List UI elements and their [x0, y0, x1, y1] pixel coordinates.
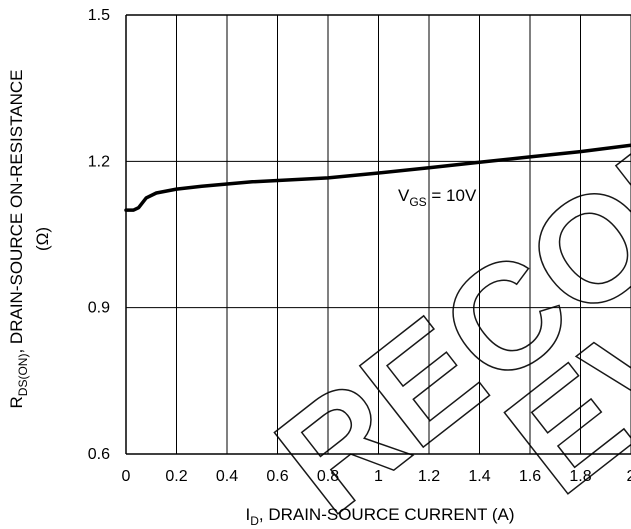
- y-axis-label: RDS(ON), DRAIN-SOURCE ON-RESISTANCE: [7, 70, 30, 409]
- x-tick-label: 1: [374, 468, 383, 485]
- y-tick-label: 1.5: [88, 7, 110, 24]
- vgs-annotation: VGS = 10V: [398, 186, 477, 209]
- y-axis-unit-label: (Ω): [33, 227, 52, 251]
- x-tick-label: 0.8: [317, 468, 339, 485]
- x-axis-label: ID, DRAIN-SOURCE CURRENT (A): [245, 505, 514, 528]
- plot-frame: [125, 14, 631, 455]
- x-tick-labels: 0 0.2 0.4 0.6 0.8 1 1.2 1.4 1.6 1.8 2: [122, 468, 631, 485]
- x-tick-label: 1.2: [418, 468, 440, 485]
- y-tick-label: 1.2: [88, 153, 110, 170]
- x-tick-label: 0.2: [165, 468, 187, 485]
- x-tick-label: 2: [627, 468, 631, 485]
- series-layer: [124, 143, 631, 212]
- x-tick-label: 0: [122, 468, 131, 485]
- series-line: [124, 143, 631, 212]
- x-tick-label: 1.6: [519, 468, 541, 485]
- y-tick-labels: 0.6 0.9 1.2 1.5: [88, 7, 110, 463]
- grid: [126, 15, 631, 454]
- x-tick-label: 0.6: [266, 468, 288, 485]
- y-tick-label: 0.9: [88, 300, 110, 317]
- watermark: RECOM EV: [246, 68, 631, 529]
- x-tick-label: 0.4: [216, 468, 238, 485]
- x-tick-label: 1.4: [468, 468, 490, 485]
- x-tick-label: 1.8: [569, 468, 591, 485]
- y-tick-label: 0.6: [88, 446, 110, 463]
